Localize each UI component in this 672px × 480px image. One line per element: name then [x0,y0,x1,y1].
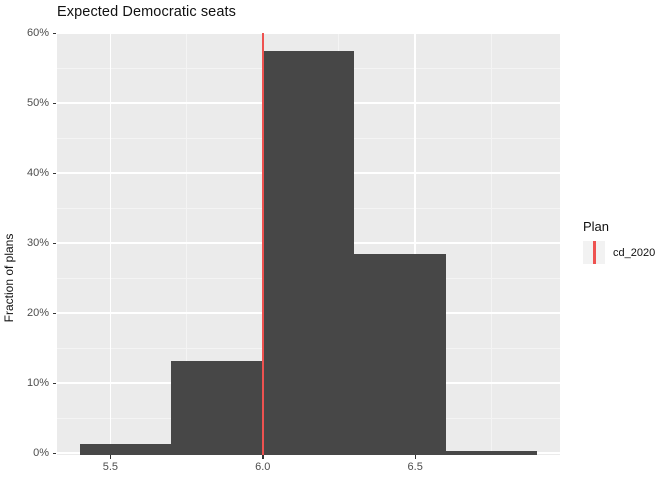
y-tick-label: 0% [33,447,49,459]
plot-panel [57,32,560,455]
y-tick-label: 20% [26,307,49,319]
y-axis-tick [52,102,56,104]
histogram-bar [354,254,446,455]
x-axis-tick [414,455,417,459]
legend: Plan cd_2020 [583,219,655,264]
minor-gridline-vertical [490,33,492,455]
chart-title: Expected Democratic seats [57,4,236,20]
y-axis-tick [52,172,56,174]
histogram-bar [79,443,172,455]
y-axis-tick [52,312,56,314]
major-gridline-vertical [414,33,416,455]
major-gridline-horizontal [57,32,560,34]
red-line-key-icon [592,241,596,264]
legend-item-label: cd_2020 [613,246,656,259]
y-axis-tick [52,32,56,34]
legend-key-box [583,241,605,264]
y-tick-label: 10% [26,377,49,389]
major-gridline-vertical [109,33,112,455]
y-tick-label: 60% [26,27,49,39]
x-axis-tick [262,455,264,459]
legend-title: Plan [583,219,610,234]
y-axis-title: Fraction of plans [2,233,16,323]
x-tick-label: 6.0 [255,461,271,473]
reference-line [261,33,265,455]
histogram-bar [262,51,355,455]
x-tick-label: 5.5 [102,461,118,473]
minor-gridline-vertical [186,33,188,455]
histogram-bar [171,360,263,455]
legend-item-cd-2020: cd_2020 [583,241,655,264]
histogram-bar [445,450,538,455]
y-axis-tick [52,382,56,384]
y-axis-tick [52,452,56,454]
x-axis-tick [109,455,112,459]
y-tick-label: 30% [26,237,49,249]
y-axis-tick [52,242,56,244]
x-tick-label: 6.5 [407,461,423,473]
y-tick-label: 50% [26,97,49,109]
y-tick-label: 40% [26,167,49,179]
